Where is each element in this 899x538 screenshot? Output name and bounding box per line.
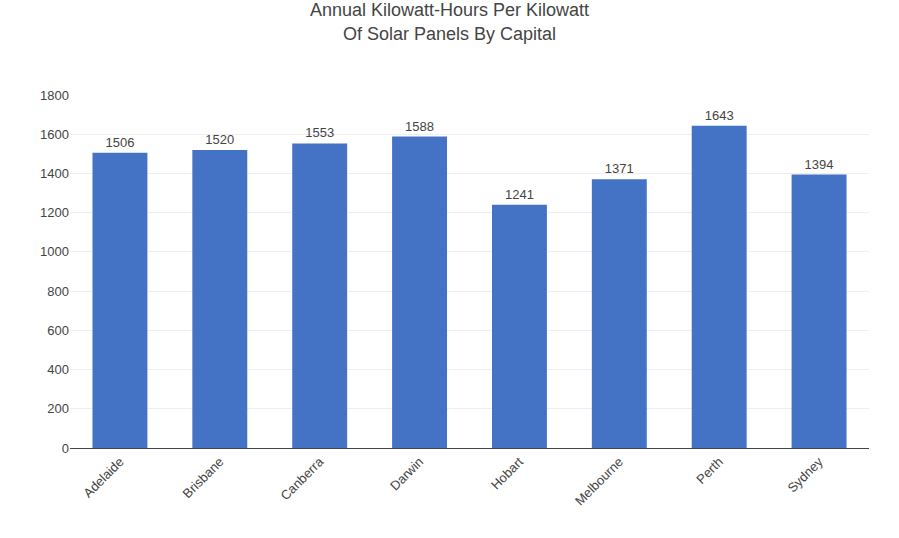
svg-text:1588: 1588 [405, 119, 434, 134]
svg-text:800: 800 [47, 284, 69, 299]
svg-text:200: 200 [47, 401, 69, 416]
svg-text:1394: 1394 [805, 157, 834, 172]
svg-text:0: 0 [62, 441, 69, 456]
svg-text:Annual Kilowatt-Hours Per Kilo: Annual Kilowatt-Hours Per KilowattOf Sol… [310, 0, 589, 43]
svg-text:1643: 1643 [705, 108, 734, 123]
svg-text:400: 400 [47, 362, 69, 377]
svg-text:1506: 1506 [105, 135, 134, 150]
svg-text:Canberra: Canberra [277, 454, 326, 503]
svg-text:Adelaide: Adelaide [80, 454, 126, 500]
svg-text:Sydney: Sydney [785, 454, 827, 496]
svg-text:1400: 1400 [40, 166, 69, 181]
svg-text:600: 600 [47, 323, 69, 338]
svg-text:1600: 1600 [40, 127, 69, 142]
svg-text:1553: 1553 [305, 125, 334, 140]
svg-text:1241: 1241 [505, 187, 534, 202]
svg-text:Darwin: Darwin [387, 454, 426, 493]
svg-text:Perth: Perth [693, 454, 726, 487]
svg-text:Brisbane: Brisbane [180, 454, 227, 501]
svg-text:Melbourne: Melbourne [572, 454, 626, 508]
svg-text:1800: 1800 [40, 88, 69, 103]
svg-text:1000: 1000 [40, 244, 69, 259]
svg-text:1520: 1520 [205, 132, 234, 147]
svg-text:Hobart: Hobart [488, 454, 526, 492]
svg-text:1371: 1371 [605, 161, 634, 176]
svg-text:1200: 1200 [40, 205, 69, 220]
